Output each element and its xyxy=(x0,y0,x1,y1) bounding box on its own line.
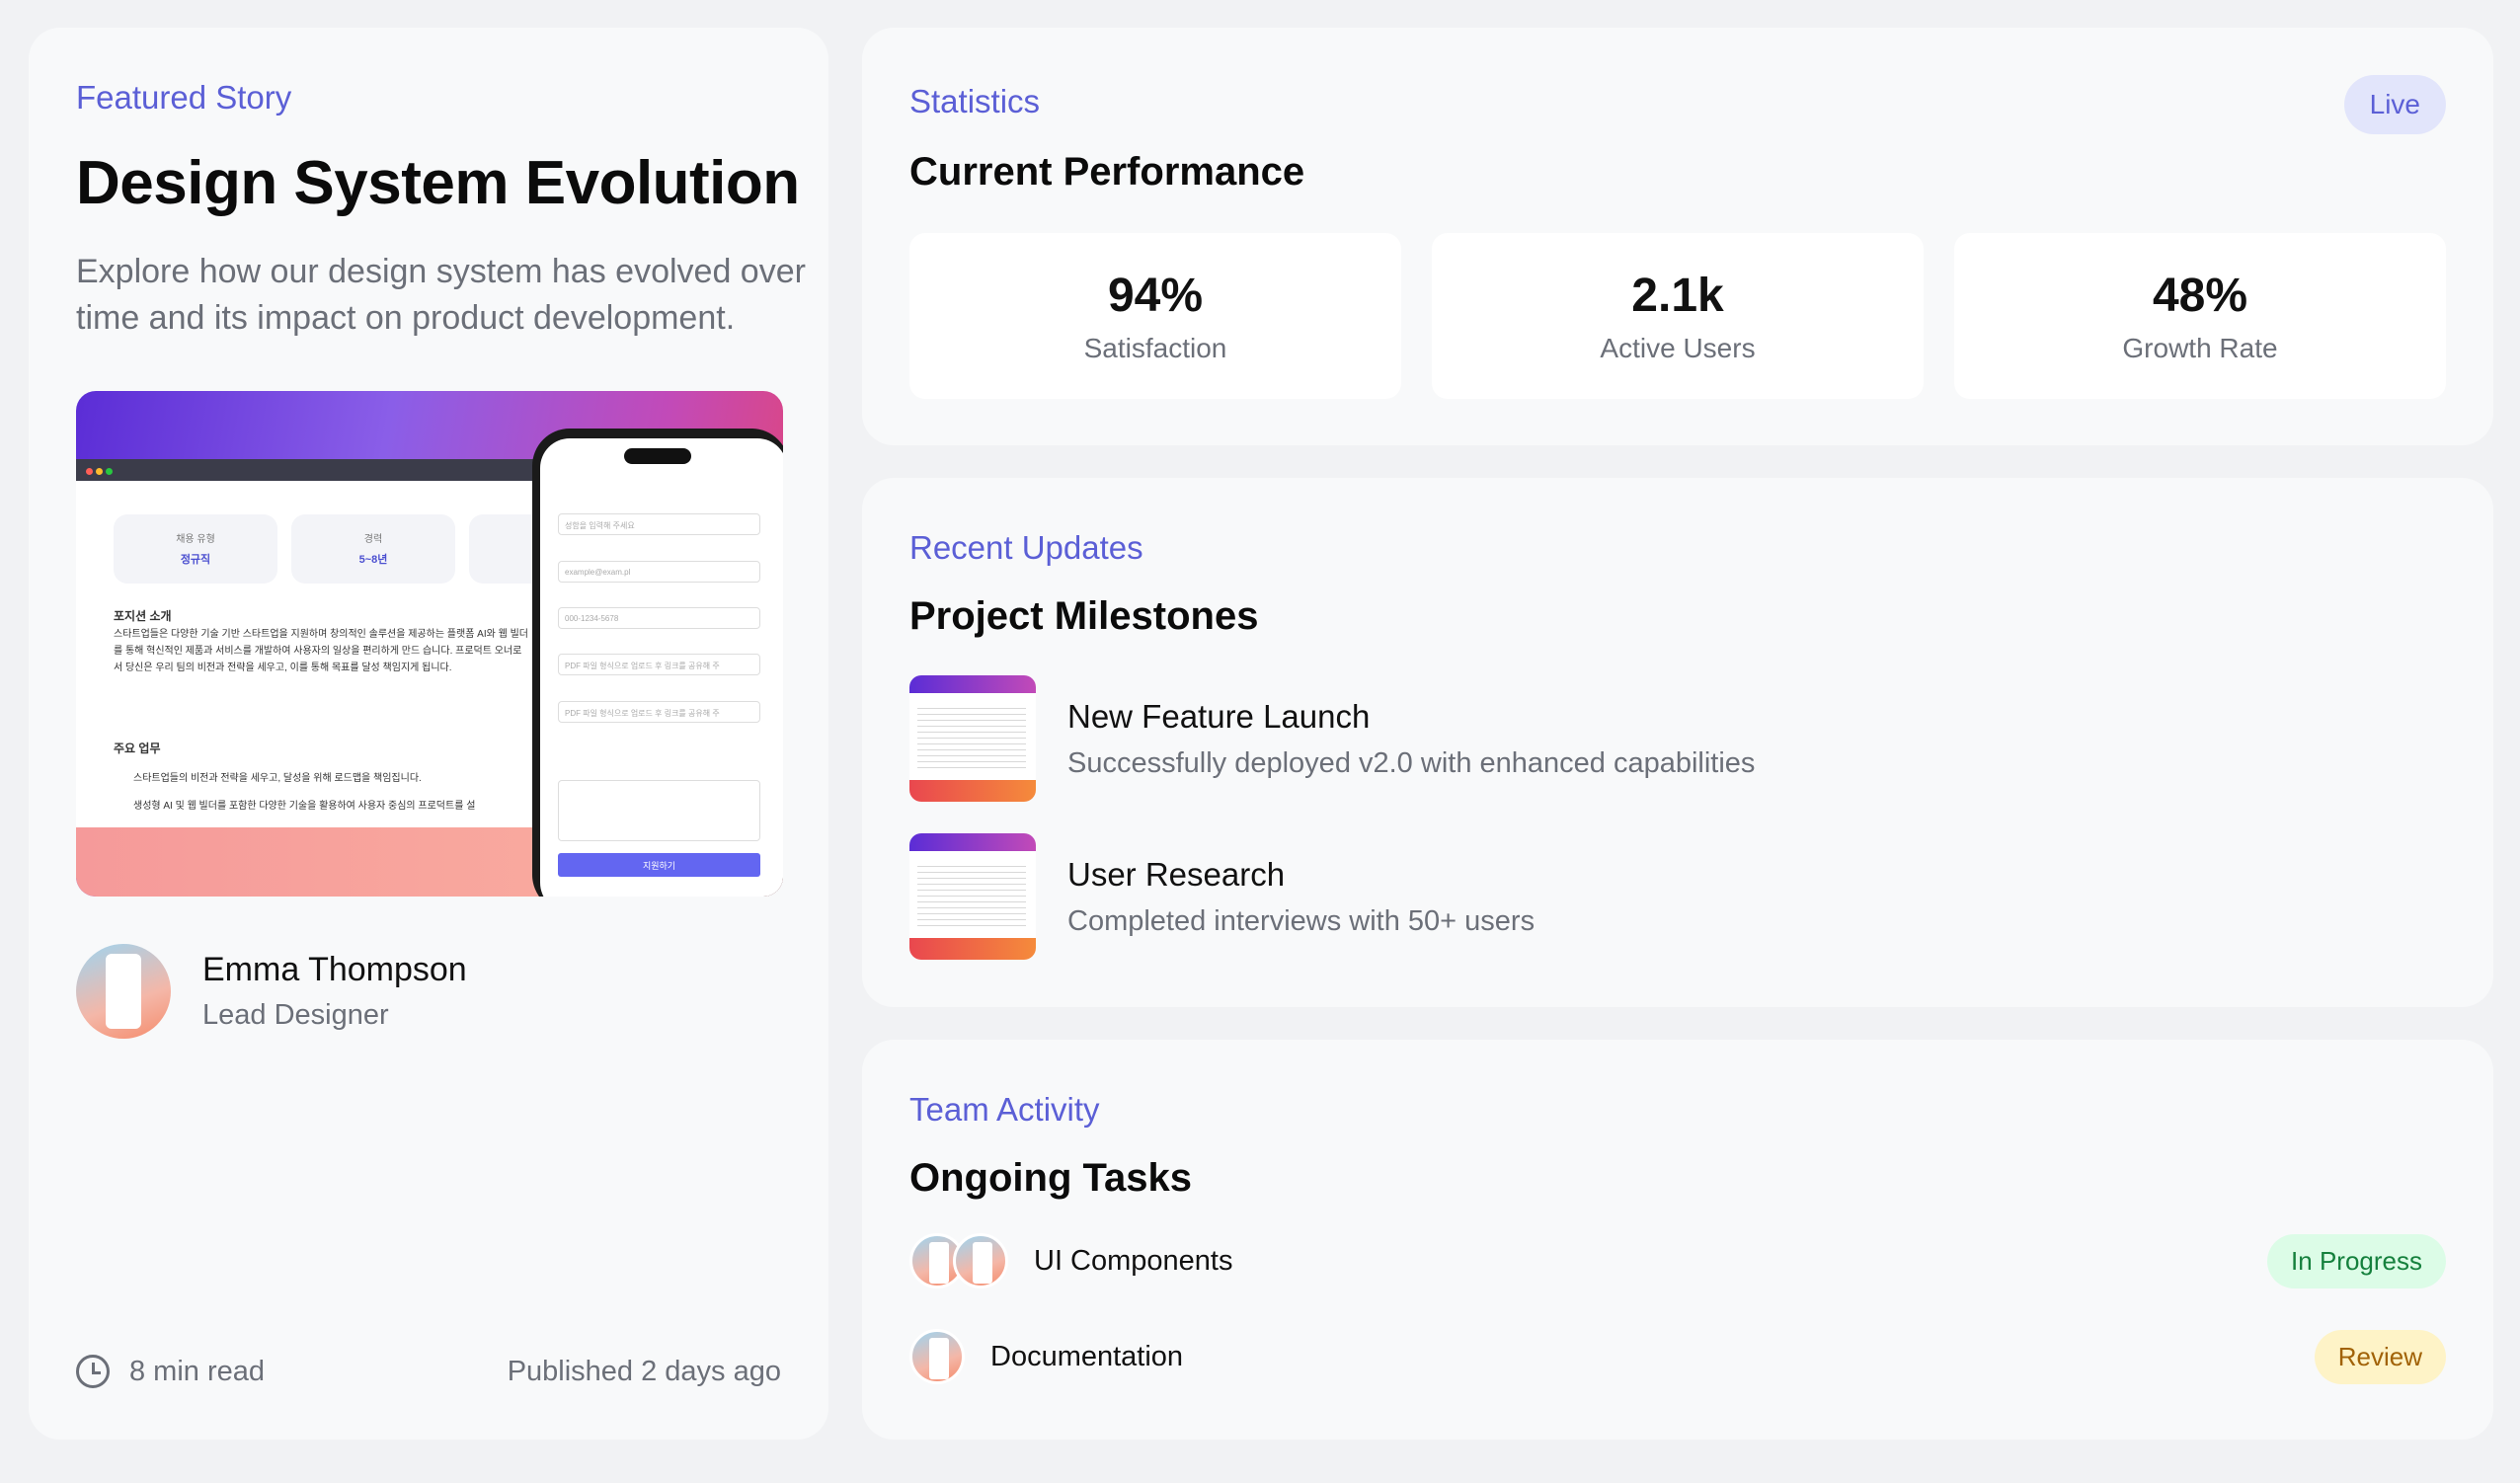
hero-chip: 채용 유형 정규직 xyxy=(114,514,277,584)
close-dot-icon xyxy=(86,468,93,475)
milestone-item[interactable]: New Feature Launch Successfully deployed… xyxy=(909,675,1755,802)
featured-description: Explore how our design system has evolve… xyxy=(76,253,806,337)
updates-eyebrow: Recent Updates xyxy=(909,529,1143,566)
team-title: Ongoing Tasks xyxy=(909,1156,1192,1200)
milestone-title: User Research xyxy=(1067,855,1286,893)
phone-screen xyxy=(540,438,783,897)
stat-label: Active Users xyxy=(1600,333,1756,363)
hero-bullet: 스타트업들의 비전과 전략을 세우고, 달성을 위해 로드맵을 책임집니다. xyxy=(133,773,422,784)
stat-value: 48% xyxy=(2152,270,2248,322)
phone-field: PDF 파일 형식으로 업로드 후 링크를 공유해 주 xyxy=(558,654,760,675)
hero-section-title: 주요 업무 xyxy=(114,742,161,755)
featured-title[interactable]: Design System Evolution xyxy=(76,149,800,217)
hero-section-title: 포지션 소개 xyxy=(114,609,172,623)
team-activity-card: Team Activity Ongoing Tasks UI Component… xyxy=(862,1040,2493,1440)
published-date: Published 2 days ago xyxy=(507,1355,781,1387)
author-role: Lead Designer xyxy=(202,999,389,1031)
featured-story-card[interactable]: Featured Story Design System Evolution E… xyxy=(29,28,828,1440)
task-name: UI Components xyxy=(1034,1244,1233,1277)
status-badge: In Progress xyxy=(2267,1233,2446,1288)
phone-field: PDF 파일 형식으로 업로드 후 링크를 공유해 주 xyxy=(558,701,760,723)
read-time: 8 min read xyxy=(129,1355,266,1387)
live-badge: Live xyxy=(2343,75,2446,134)
stats-eyebrow: Statistics xyxy=(909,83,1041,119)
stat-label: Growth Rate xyxy=(2122,333,2278,363)
task-row[interactable]: Documentation Review xyxy=(909,1329,2446,1384)
hero-chip: 경력 5~8년 xyxy=(291,514,455,584)
milestone-title: New Feature Launch xyxy=(1067,697,1371,735)
milestone-subtitle: Successfully deployed v2.0 with enhanced… xyxy=(1067,746,1756,779)
statistics-card: Statistics Current Performance Live 94% … xyxy=(862,28,2493,445)
maximize-dot-icon xyxy=(106,468,113,475)
stat-satisfaction: 94% Satisfaction xyxy=(909,233,1401,399)
avatar xyxy=(953,1233,1008,1288)
stat-label: Satisfaction xyxy=(1083,333,1227,363)
browser-toolbar xyxy=(76,459,629,481)
featured-eyebrow: Featured Story xyxy=(76,79,292,116)
author-block[interactable]: Emma Thompson Lead Designer xyxy=(76,944,467,1039)
milestone-item[interactable]: User Research Completed interviews with … xyxy=(909,833,1535,960)
author-name: Emma Thompson xyxy=(202,951,467,988)
stats-title: Current Performance xyxy=(909,150,1305,194)
phone-field: 000-1234-5678 xyxy=(558,607,760,629)
task-row[interactable]: UI Components In Progress xyxy=(909,1233,2446,1288)
stat-active-users: 2.1k Active Users xyxy=(1432,233,1924,399)
recent-updates-card: Recent Updates Project Milestones New Fe… xyxy=(862,478,2493,1007)
avatar[interactable] xyxy=(76,944,171,1039)
hero-bullet: 생성형 AI 및 웹 빌더를 포함한 다양한 기술을 활용하여 사용자 중심의 … xyxy=(133,801,476,812)
clock-icon xyxy=(76,1355,110,1388)
phone-submit-button: 지원하기 xyxy=(558,853,760,877)
milestone-thumbnail xyxy=(909,675,1036,802)
avatar xyxy=(909,1329,965,1384)
stat-value: 2.1k xyxy=(1631,270,1724,322)
task-name: Documentation xyxy=(990,1340,1184,1372)
phone-textarea xyxy=(558,780,760,841)
stat-growth-rate: 48% Growth Rate xyxy=(1954,233,2446,399)
milestone-thumbnail xyxy=(909,833,1036,960)
phone-field: example@exam.pl xyxy=(558,561,760,583)
updates-title: Project Milestones xyxy=(909,594,1259,638)
team-eyebrow: Team Activity xyxy=(909,1091,1100,1128)
phone-field: 성함을 입력해 주세요 xyxy=(558,513,760,535)
hero-section-body: 스타트업들은 다양한 기술 기반 스타트업을 지원하며 창의적인 솔루션을 제공… xyxy=(114,629,528,673)
milestone-subtitle: Completed interviews with 50+ users xyxy=(1067,904,1536,937)
stat-value: 94% xyxy=(1107,270,1204,322)
minimize-dot-icon xyxy=(96,468,103,475)
status-badge: Review xyxy=(2314,1329,2446,1384)
story-meta: 8 min read Published 2 days ago xyxy=(76,1355,781,1388)
phone-island xyxy=(624,448,691,464)
